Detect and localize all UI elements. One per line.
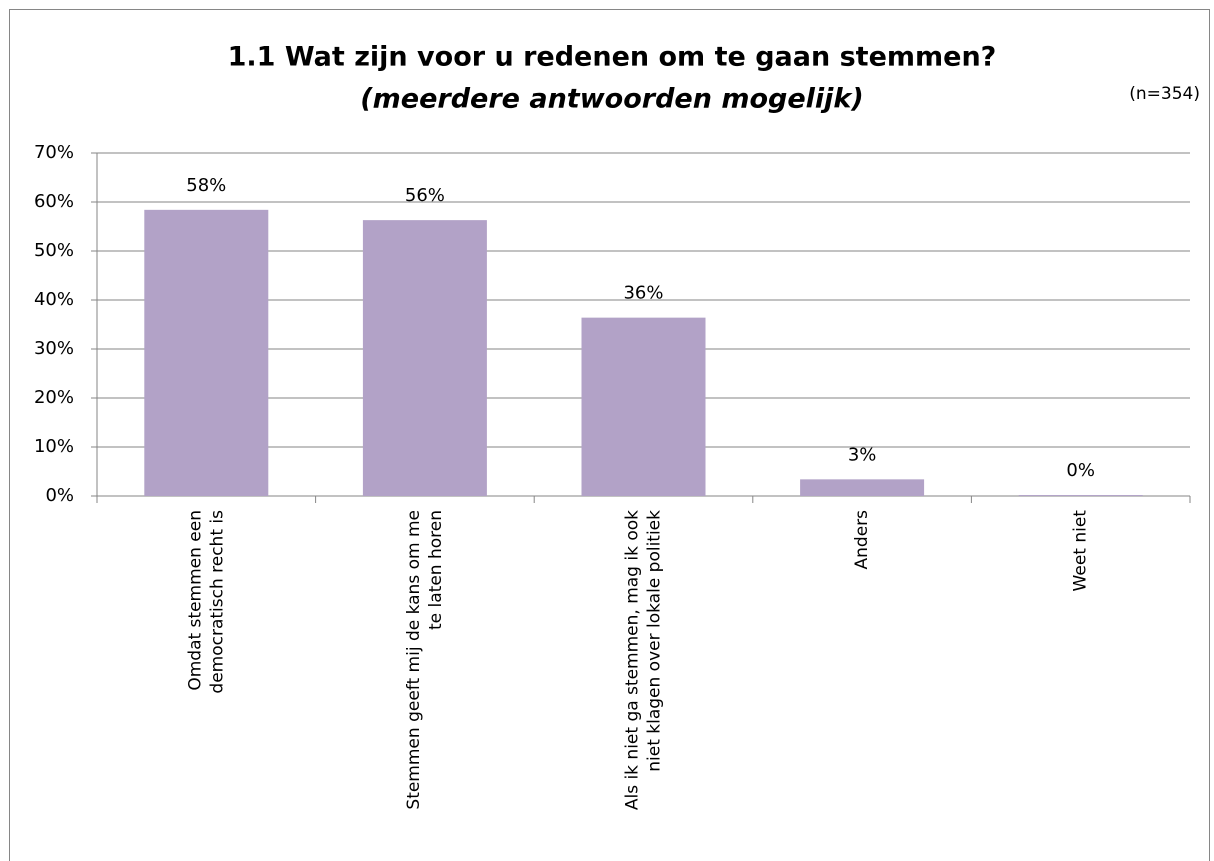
bar [581,317,706,496]
value-label: 0% [1066,460,1095,481]
chart-subtitle: (meerdere antwoorden mogelijk) [360,84,863,115]
chart-frame [9,9,1210,861]
y-tick-label: 0% [45,485,74,506]
y-tick-label: 30% [34,338,74,359]
y-tick-label: 10% [34,436,74,457]
y-tick-label: 50% [34,240,74,261]
bar [1018,495,1143,496]
value-label: 56% [405,185,445,206]
bar [800,479,925,496]
y-tick-label: 20% [34,387,74,408]
x-tick-label: Als ik niet ga stemmen, mag ik ook [623,510,643,810]
value-label: 58% [186,175,226,196]
chart-title: 1.1 Wat zijn voor u redenen om te gaan s… [228,42,997,73]
annotation: (n=354) [1129,84,1200,104]
value-label: 36% [623,283,663,304]
bar [362,220,487,496]
x-tick-label: niet klagen over lokale politiek [645,510,665,772]
x-tick-label: democratisch recht is [207,510,227,694]
x-tick-label: te laten horen [426,510,446,630]
y-tick-label: 40% [34,289,74,310]
y-tick-label: 60% [34,191,74,212]
x-tick-label: Weet niet [1071,510,1091,592]
x-tick-label: Omdat stemmen een [185,510,205,691]
bar [144,209,269,496]
y-tick-label: 70% [34,142,74,163]
x-tick-label: Stemmen geeft mij de kans om me [404,510,424,810]
value-label: 3% [848,444,877,465]
x-tick-label: Anders [852,510,872,570]
